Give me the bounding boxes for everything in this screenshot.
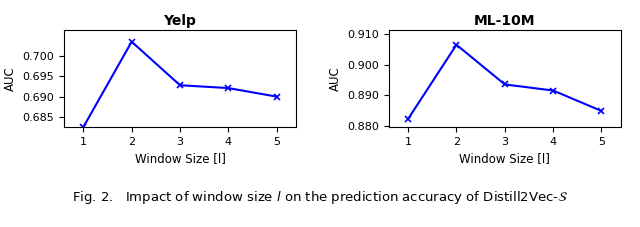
Title: ML-10M: ML-10M (474, 14, 536, 28)
Text: Fig. 2.   Impact of window size $l$ on the prediction accuracy of Distill2Vec-$\: Fig. 2. Impact of window size $l$ on the… (72, 189, 568, 206)
X-axis label: Window Size [l]: Window Size [l] (460, 152, 550, 165)
Y-axis label: AUC: AUC (4, 66, 17, 91)
Title: Yelp: Yelp (164, 14, 196, 28)
Y-axis label: AUC: AUC (329, 66, 342, 91)
X-axis label: Window Size [l]: Window Size [l] (134, 152, 225, 165)
